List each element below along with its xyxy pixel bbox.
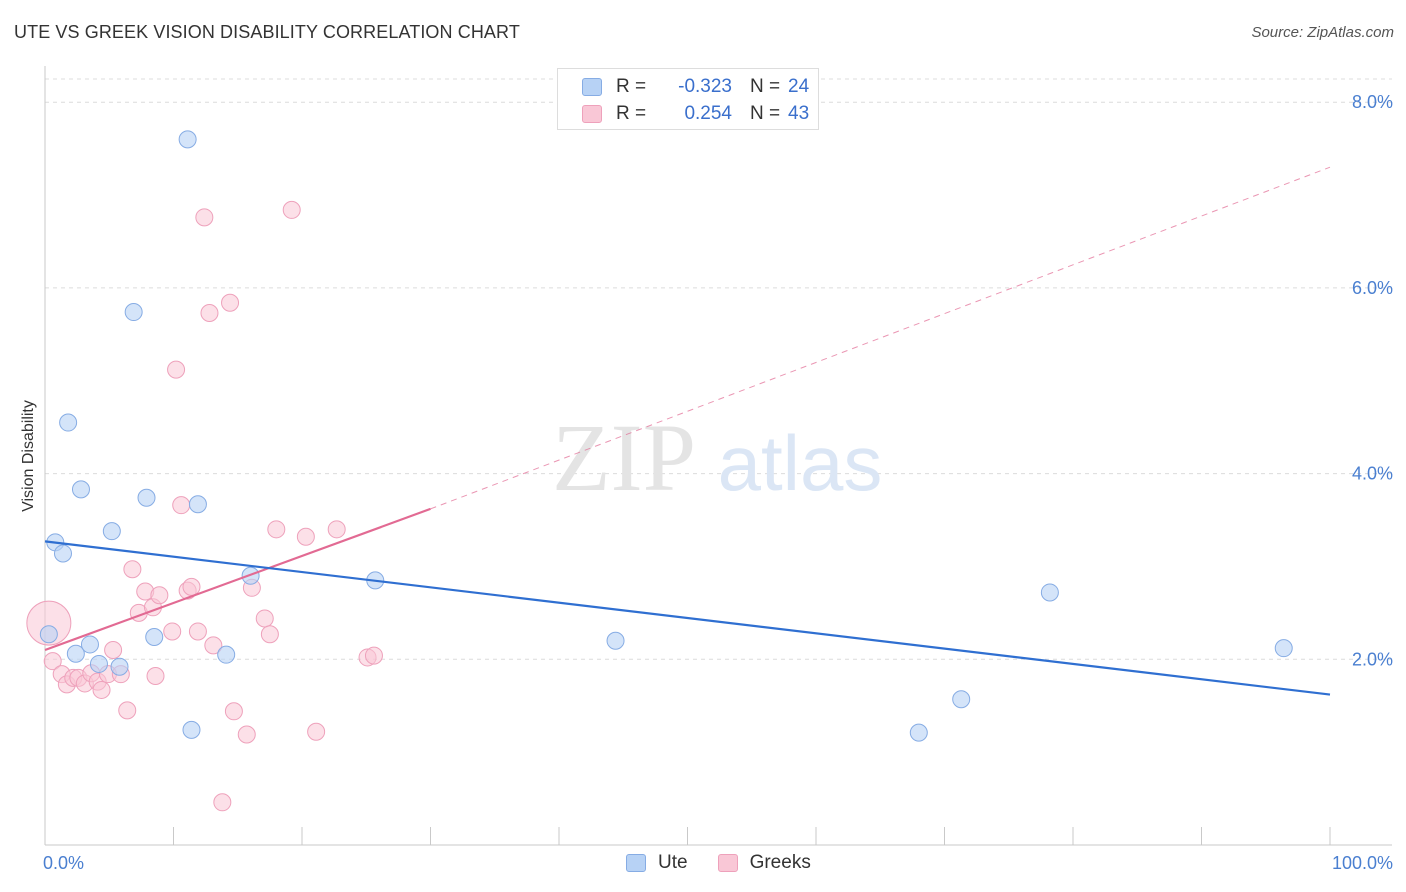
greeks-point xyxy=(195,208,214,227)
greeks-point xyxy=(213,793,232,812)
n-label: N = xyxy=(750,76,781,97)
ute-point xyxy=(145,628,164,647)
ute-point xyxy=(71,480,90,499)
greeks-point xyxy=(146,667,165,686)
greeks-point xyxy=(267,520,286,539)
greeks-point xyxy=(237,725,256,744)
greeks-swatch xyxy=(582,105,602,123)
y-tick-label: 8.0% xyxy=(1352,92,1393,112)
greeks-points xyxy=(26,200,383,812)
greeks-point xyxy=(282,200,301,219)
watermark-atlas: atlas xyxy=(718,419,883,507)
n-value: 24 xyxy=(788,76,810,97)
tick-labels: 2.0% 4.0% 6.0% 8.0% 0.0% 100.0% xyxy=(43,92,1393,873)
greeks-point xyxy=(188,622,207,641)
greeks-point xyxy=(150,586,169,605)
ute-point xyxy=(182,720,201,739)
y-tick-label: 2.0% xyxy=(1352,649,1393,669)
ute-point xyxy=(909,723,928,742)
greeks-point xyxy=(200,303,219,322)
greeks-trend-line xyxy=(44,507,431,652)
correlation-legend: R = -0.323 N = 24 R = 0.254 N = 43 xyxy=(557,68,819,130)
legend-item-greeks: Greeks xyxy=(717,852,811,874)
greeks-point xyxy=(167,360,186,379)
ute-point xyxy=(124,303,143,322)
greeks-point xyxy=(221,293,240,312)
r-label: R = xyxy=(616,103,647,124)
ute-points xyxy=(39,130,1293,742)
greeks-swatch xyxy=(717,854,738,872)
ute-point xyxy=(53,544,72,563)
legend-row-ute: R = -0.323 N = 24 xyxy=(582,75,809,99)
ute-point xyxy=(66,644,85,663)
greeks-point xyxy=(118,701,137,720)
greeks-point xyxy=(364,646,383,665)
ute-swatch xyxy=(582,78,602,96)
ute-trend-line xyxy=(44,540,1331,696)
y-axis-label: Vision Disability xyxy=(20,400,37,512)
greeks-point xyxy=(104,641,123,660)
ute-point xyxy=(102,522,121,541)
legend-item-ute: Ute xyxy=(626,852,688,874)
ute-point xyxy=(1274,639,1293,658)
ute-label: Ute xyxy=(658,852,688,873)
ute-point xyxy=(952,690,971,709)
greeks-point xyxy=(92,680,111,699)
r-label: R = xyxy=(616,76,647,97)
r-value: 0.254 xyxy=(684,103,732,124)
source-attribution: Source: ZipAtlas.com xyxy=(1251,24,1394,41)
greeks-point xyxy=(26,600,72,646)
greeks-point xyxy=(260,625,279,644)
chart-title: UTE VS GREEK VISION DISABILITY CORRELATI… xyxy=(14,22,520,42)
greeks-point xyxy=(296,527,315,546)
greeks-point xyxy=(172,496,191,515)
greeks-point xyxy=(182,577,201,596)
x-tick-label: 0.0% xyxy=(43,853,84,873)
ute-point xyxy=(89,654,108,673)
ute-point xyxy=(606,631,625,650)
ute-point xyxy=(80,635,99,654)
y-tick-label: 6.0% xyxy=(1352,278,1393,298)
greeks-point xyxy=(307,722,326,741)
axes xyxy=(44,66,1392,846)
ute-point xyxy=(137,488,156,507)
x-tick-label: 100.0% xyxy=(1332,853,1393,873)
greeks-point xyxy=(163,622,182,641)
watermark-zip: ZIP xyxy=(552,404,696,511)
greeks-point xyxy=(123,560,142,579)
y-tick-label: 4.0% xyxy=(1352,464,1393,484)
greeks-point xyxy=(43,652,62,671)
ute-swatch xyxy=(626,854,646,872)
ute-point xyxy=(1040,583,1059,602)
legend-row-greeks: R = 0.254 N = 43 xyxy=(582,102,809,126)
r-value: -0.323 xyxy=(678,76,732,97)
greeks-point xyxy=(224,702,243,721)
greeks-point xyxy=(327,520,346,539)
greeks-point xyxy=(255,609,274,628)
n-value: 43 xyxy=(788,103,810,124)
ute-point xyxy=(178,130,197,149)
ute-point xyxy=(39,625,58,644)
greeks-label: Greeks xyxy=(749,852,811,873)
trend-lines xyxy=(44,166,1331,696)
watermark: ZIP atlas xyxy=(552,404,882,511)
ute-point xyxy=(59,413,78,432)
ute-point xyxy=(188,495,207,514)
ute-point xyxy=(110,657,129,676)
ute-point xyxy=(217,645,236,664)
series-legend: Ute Greeks xyxy=(626,852,841,874)
n-label: N = xyxy=(750,103,781,124)
greeks-point xyxy=(204,636,223,655)
